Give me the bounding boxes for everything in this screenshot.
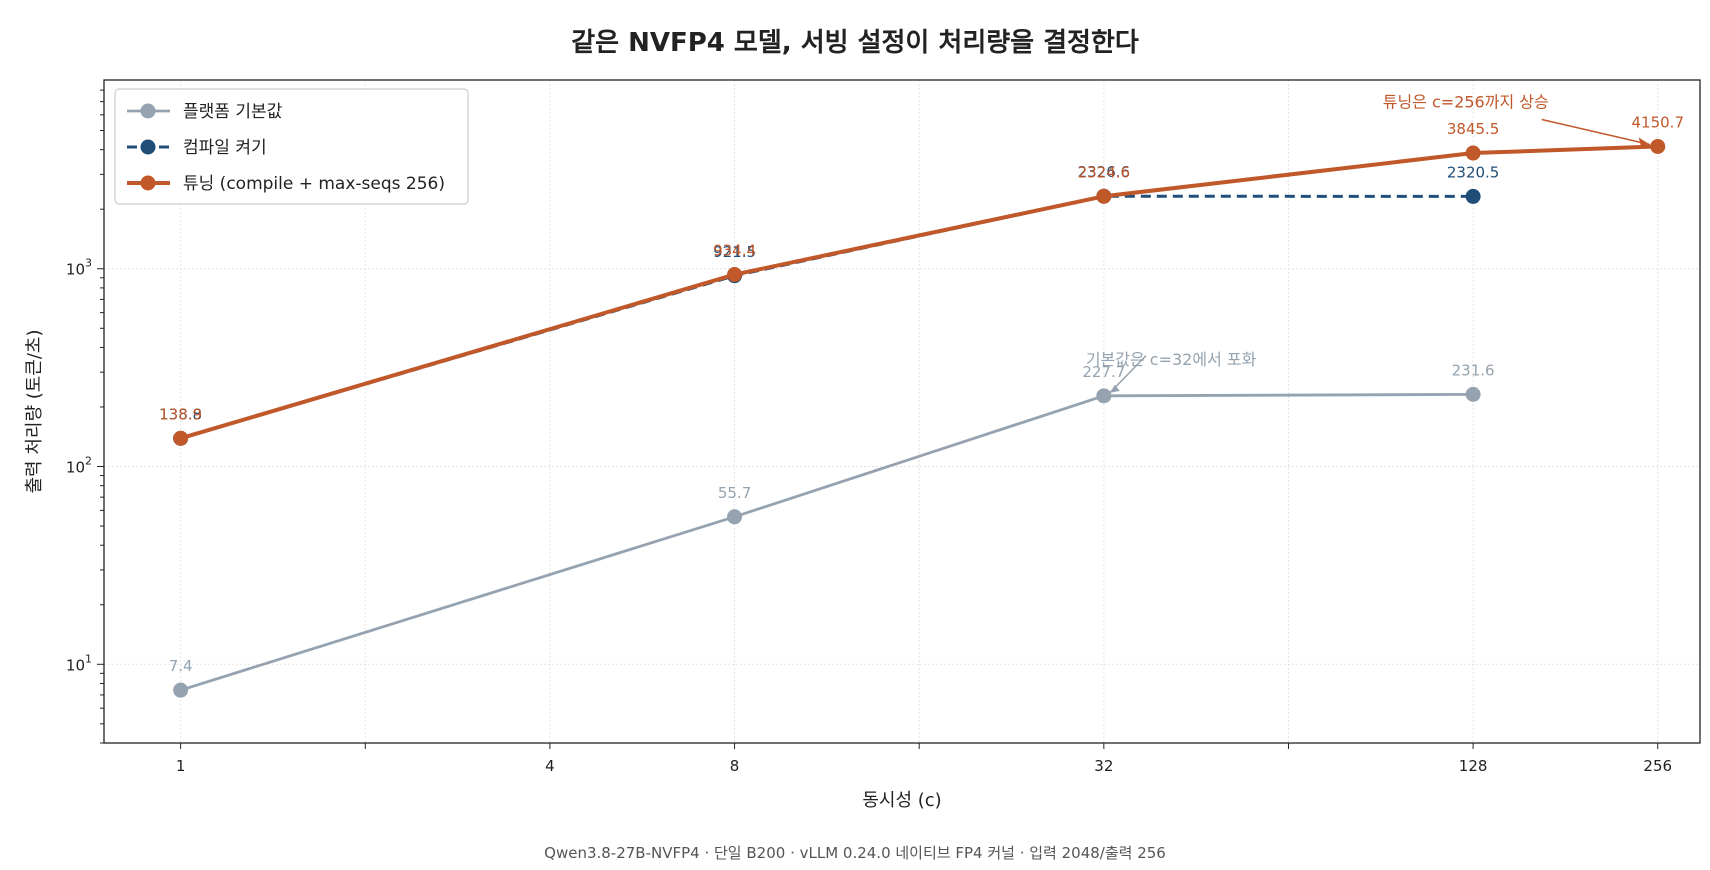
data-label: 2326.6 bbox=[1078, 163, 1131, 181]
y-tick-label: 102 bbox=[66, 455, 92, 477]
x-tick-label: 1 bbox=[176, 757, 186, 775]
legend-marker bbox=[140, 139, 156, 155]
legend-box bbox=[114, 88, 469, 205]
x-axis-title: 동시성 (c) bbox=[862, 790, 941, 811]
data-label: 921.5 bbox=[713, 243, 756, 261]
series-point-2 bbox=[1465, 145, 1481, 161]
annotation-arrowhead bbox=[1638, 137, 1650, 146]
data-label: 2320.5 bbox=[1447, 163, 1500, 181]
plot-frame bbox=[103, 79, 1701, 744]
series-point-2 bbox=[727, 267, 743, 283]
annotations: 기본값은 c=32에서 포화 튜닝은 c=256까지 상승 bbox=[1086, 92, 1650, 394]
data-label: 934.4 bbox=[713, 242, 756, 260]
legend-label: 컴파일 켜기 bbox=[183, 138, 267, 158]
data-label: 138.8 bbox=[159, 405, 202, 423]
annotation-arrow bbox=[1541, 118, 1650, 146]
series-point-0 bbox=[1465, 386, 1481, 402]
legend-label: 튜닝 (compile + max-seqs 256) bbox=[183, 174, 445, 194]
annotation-text: 튜닝은 c=256까지 상승 bbox=[1383, 92, 1549, 111]
x-tick-label: 4 bbox=[545, 757, 555, 775]
series-line-0 bbox=[180, 392, 1474, 692]
legend-marker bbox=[140, 175, 156, 191]
axes: 1 4 8 32 128 256 101 102 103 bbox=[66, 89, 1672, 775]
data-label: 4150.7 bbox=[1632, 113, 1685, 131]
y-tick-label: 103 bbox=[66, 257, 92, 279]
series-point-1 bbox=[1465, 188, 1481, 204]
series bbox=[173, 138, 1666, 698]
series-point-2 bbox=[1650, 138, 1666, 154]
series-point-0 bbox=[727, 509, 743, 525]
chart-title: 같은 NVFP4 모델, 서빙 설정이 처리량을 결정한다 bbox=[571, 28, 1139, 58]
data-label: 7.4 bbox=[169, 657, 193, 675]
data-label: 55.7 bbox=[718, 484, 751, 502]
data-labels: 7.4 55.7 227.7 231.6 138.8 921.5 2326.6 2320.5 1… bbox=[159, 113, 1684, 675]
y-axis-title: 출력 처리량 (토큰/초) bbox=[24, 329, 45, 493]
legend-label: 플랫폼 기본값 bbox=[183, 102, 283, 122]
series-line-1 bbox=[180, 194, 1474, 440]
data-label: 3845.5 bbox=[1447, 120, 1500, 138]
series-point-2 bbox=[1096, 188, 1112, 204]
x-tick-label: 128 bbox=[1459, 757, 1488, 775]
annotation-arrowhead bbox=[1109, 384, 1120, 393]
data-label: 138.9 bbox=[159, 405, 202, 423]
data-label: 231.6 bbox=[1452, 361, 1495, 379]
x-tick-label: 32 bbox=[1094, 757, 1113, 775]
series-point-0 bbox=[1096, 388, 1112, 404]
series-point-0 bbox=[173, 682, 189, 698]
data-label: 2324.6 bbox=[1078, 163, 1131, 181]
legend-marker bbox=[140, 103, 156, 119]
y-tick-label: 101 bbox=[66, 652, 92, 674]
series-point-2 bbox=[173, 430, 189, 446]
x-tick-label: 256 bbox=[1643, 757, 1672, 775]
footnote: Qwen3.8-27B-NVFP4 · 단일 B200 · vLLM 0.24.… bbox=[544, 844, 1166, 862]
annotation-text: 기본값은 c=32에서 포화 bbox=[1086, 350, 1257, 369]
x-tick-label: 8 bbox=[730, 757, 740, 775]
data-label: 227.7 bbox=[1082, 363, 1125, 381]
